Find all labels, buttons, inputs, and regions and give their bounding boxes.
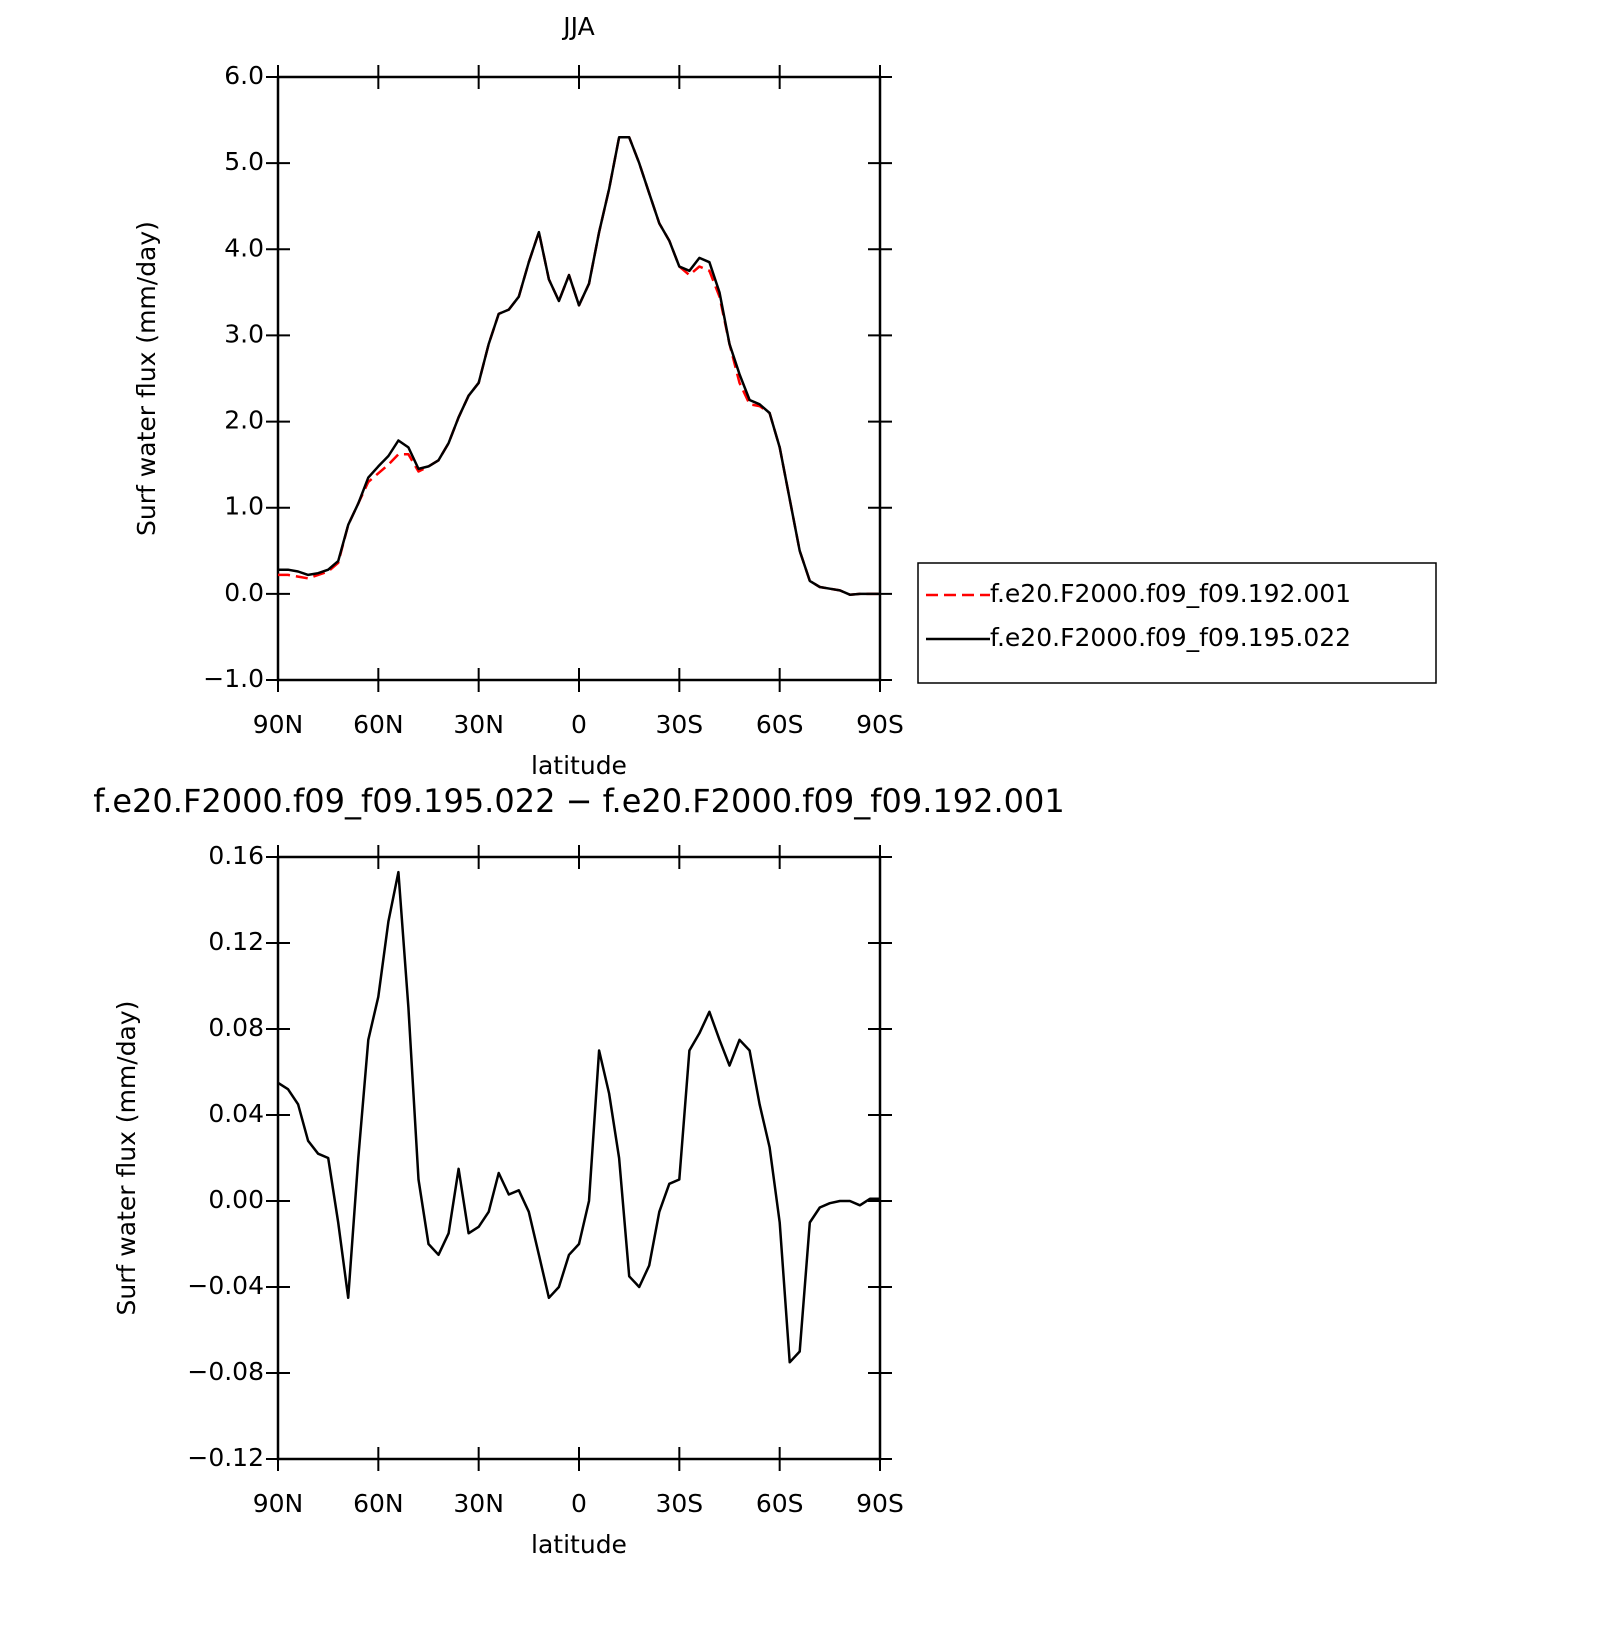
y-tick-label: 0.16: [208, 841, 264, 870]
x-tick-label: 60S: [756, 710, 804, 739]
y-tick-label: 0.00: [208, 1185, 264, 1214]
chart-title: f.e20.F2000.f09_f09.195.022 − f.e20.F200…: [93, 782, 1065, 820]
data-line: [278, 136, 880, 596]
x-tick-label: 30N: [453, 1489, 504, 1518]
y-axis-label: Surf water flux (mm/day): [132, 221, 161, 536]
y-tick-label: −0.12: [187, 1443, 264, 1472]
y-tick-label: 3.0: [224, 319, 264, 348]
x-tick-label: 30S: [655, 1489, 703, 1518]
x-tick-label: 30N: [453, 710, 504, 739]
y-tick-label: 0.04: [208, 1099, 264, 1128]
x-tick-label: 60N: [353, 710, 404, 739]
x-axis-label: latitude: [531, 751, 627, 780]
y-tick-label: 0.08: [208, 1013, 264, 1042]
y-tick-label: −1.0: [203, 664, 264, 693]
y-tick-label: 6.0: [224, 61, 264, 90]
x-axis-label: latitude: [531, 1530, 627, 1559]
y-tick-label: −0.04: [187, 1271, 264, 1300]
x-tick-label: 60N: [353, 1489, 404, 1518]
data-line: [278, 136, 880, 596]
plot-frame: [276, 855, 882, 1461]
y-tick-label: 1.0: [224, 492, 264, 521]
legend-label: f.e20.F2000.f09_f09.195.022: [990, 623, 1351, 652]
x-tick-label: 0: [571, 710, 587, 739]
y-tick-label: 0.12: [208, 927, 264, 956]
y-tick-label: 2.0: [224, 406, 264, 435]
x-tick-label: 90S: [856, 710, 904, 739]
y-axis-label: Surf water flux (mm/day): [112, 1001, 141, 1316]
x-tick-label: 90N: [253, 1489, 304, 1518]
plot-frame: [276, 75, 882, 682]
y-tick-label: 0.0: [224, 578, 264, 607]
x-tick-label: 60S: [756, 1489, 804, 1518]
legend-label: f.e20.F2000.f09_f09.192.001: [990, 579, 1351, 608]
y-tick-label: −0.08: [187, 1357, 264, 1386]
chart-title: JJA: [561, 12, 594, 41]
data-line: [277, 870, 880, 1364]
y-tick-label: 4.0: [224, 233, 264, 262]
x-tick-label: 90N: [253, 710, 304, 739]
x-tick-label: 0: [571, 1489, 587, 1518]
x-tick-label: 30S: [655, 710, 703, 739]
y-tick-label: 5.0: [224, 147, 264, 176]
legend-box: [917, 562, 1437, 684]
x-tick-label: 90S: [856, 1489, 904, 1518]
